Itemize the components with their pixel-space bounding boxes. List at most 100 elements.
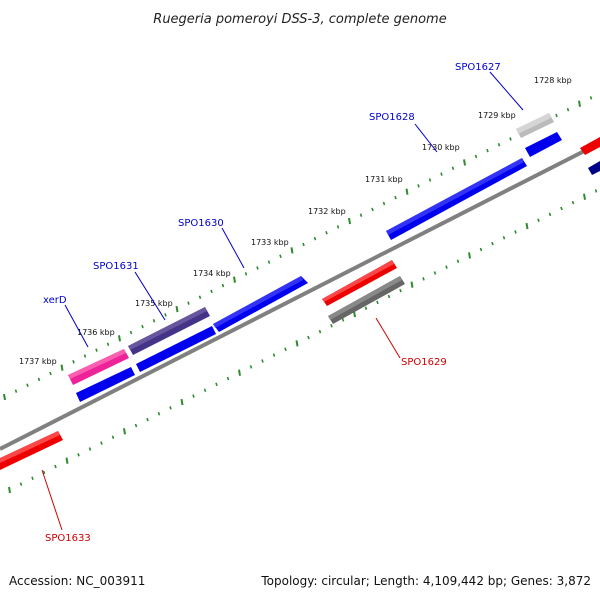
minor-tick: [164, 313, 167, 317]
minor-tick: [256, 266, 259, 270]
minor-tick: [325, 231, 328, 235]
minor-tick: [387, 294, 391, 299]
minor-tick: [560, 206, 563, 211]
scale-labels: 1728 kbp 1729 kbp 1730 kbp 1731 kbp 1732…: [19, 76, 572, 366]
gene-feature-SPO1633[interactable]: [0, 431, 63, 470]
major-tick: [410, 281, 414, 288]
minor-tick: [359, 213, 363, 217]
minor-tick: [451, 166, 455, 171]
minor-tick: [134, 423, 138, 428]
major-tick: [290, 247, 294, 254]
major-tick: [3, 393, 6, 401]
gene-feature-SPO1630[interactable]: [213, 276, 308, 332]
minor-tick: [95, 348, 98, 352]
gene-feature-xerD[interactable]: [68, 349, 135, 402]
gene-label-SPO1633[interactable]: SPO1633: [45, 533, 91, 544]
major-tick: [175, 305, 179, 313]
minor-tick: [336, 225, 340, 229]
minor-tick: [502, 236, 506, 240]
minor-tick: [382, 201, 386, 206]
major-tick: [118, 335, 121, 342]
tick-label-1729kbp: 1729 kbp: [478, 111, 516, 120]
gene-label-SPO1627[interactable]: SPO1627: [455, 62, 501, 73]
gene-label-SPO1631[interactable]: SPO1631: [93, 261, 139, 272]
minor-tick: [422, 277, 425, 281]
minor-tick: [198, 295, 202, 300]
gene-label-SPO1628[interactable]: SPO1628: [369, 112, 415, 123]
gene-feature-offscreen-right[interactable]: [580, 137, 600, 175]
major-tick: [65, 457, 69, 464]
minor-tick: [313, 236, 317, 241]
minor-tick: [272, 353, 276, 357]
minor-tick: [129, 330, 133, 335]
minor-tick: [486, 148, 489, 153]
minor-tick: [307, 335, 310, 340]
gene-feature-SPO1628[interactable]: [386, 158, 527, 240]
minor-tick: [509, 137, 512, 141]
major-tick: [60, 364, 64, 371]
genome-backbone: [0, 141, 600, 451]
minor-tick: [491, 241, 494, 246]
major-tick: [233, 276, 236, 283]
minor-tick: [261, 359, 264, 363]
minor-tick: [19, 482, 23, 486]
gene-label-SPO1630[interactable]: SPO1630: [178, 218, 224, 229]
scale-ticks-reverse: [8, 189, 598, 494]
minor-tick: [226, 376, 230, 381]
minor-tick: [83, 354, 87, 358]
tick-label-1730kbp: 1730 kbp: [422, 143, 460, 152]
major-tick: [463, 159, 466, 166]
accession-text: Accession: NC_003911: [9, 574, 146, 588]
minor-tick: [589, 96, 593, 100]
minor-tick: [187, 301, 190, 305]
minor-tick: [106, 342, 110, 346]
minor-tick: [456, 259, 460, 264]
minor-tick: [555, 113, 558, 118]
minor-tick: [433, 271, 437, 275]
gene-feature-SPO1627[interactable]: [516, 113, 562, 157]
minor-tick: [341, 318, 345, 322]
gene-label-SPO1629[interactable]: SPO1629: [401, 357, 447, 368]
minor-tick: [31, 476, 34, 481]
minor-tick: [244, 272, 248, 276]
minor-tick: [318, 329, 322, 334]
minor-tick: [111, 435, 115, 439]
minor-tick: [210, 289, 213, 294]
minor-tick: [548, 212, 552, 217]
major-tick: [583, 193, 586, 200]
minor-tick: [141, 324, 144, 329]
minor-tick: [157, 412, 161, 416]
minor-tick: [54, 464, 57, 469]
minor-tick: [330, 324, 333, 328]
label-leaders: [41, 71, 524, 531]
minor-tick: [364, 306, 368, 310]
minor-tick: [445, 265, 448, 269]
minor-tick: [394, 195, 397, 200]
tick-label-1733kbp: 1733 kbp: [251, 238, 289, 247]
minor-tick: [146, 417, 149, 422]
minor-tick: [302, 242, 305, 247]
tick-label-1732kbp: 1732 kbp: [308, 207, 346, 216]
scale-ticks-forward: [3, 96, 593, 401]
gene-feature-SPO1631[interactable]: [128, 307, 216, 372]
tick-label-1734kbp: 1734 kbp: [193, 269, 231, 278]
minor-tick: [192, 394, 195, 398]
major-tick: [295, 340, 299, 347]
minor-tick: [417, 184, 420, 188]
minor-tick: [100, 441, 103, 445]
gene-feature-SPO1629[interactable]: [322, 260, 405, 324]
minor-tick: [371, 207, 374, 212]
minor-tick: [26, 383, 29, 388]
minor-tick: [169, 406, 172, 410]
gene-label-xerD[interactable]: xerD: [43, 295, 67, 306]
major-tick: [8, 486, 11, 494]
major-tick: [405, 188, 409, 195]
minor-tick: [152, 319, 156, 323]
major-tick: [468, 252, 471, 259]
minor-tick: [571, 200, 575, 205]
minor-tick: [49, 371, 52, 376]
minor-tick: [221, 283, 225, 288]
minor-tick: [479, 247, 483, 252]
major-tick: [123, 428, 126, 435]
